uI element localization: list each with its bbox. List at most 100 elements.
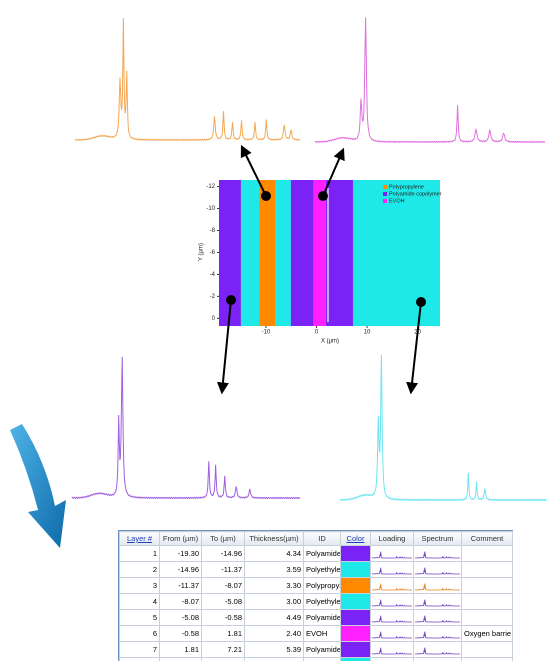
cell: Polyamide: [304, 610, 341, 626]
legend-label: EVOH: [389, 198, 405, 204]
table-row[interactable]: 2-14.96-11.373.59Polyethylen: [120, 562, 513, 578]
x-tick-label: 10: [364, 330, 371, 336]
y-tick-label: -2: [210, 294, 216, 300]
cell: 5.39: [245, 642, 304, 658]
table-row[interactable]: 3-11.37-8.073.30Polypropyle: [120, 578, 513, 594]
point: [416, 297, 426, 307]
cell: 4.34: [245, 546, 304, 562]
mini-spectrum: [371, 626, 413, 639]
cell: Polypropyle: [304, 578, 341, 594]
layer-band: [241, 180, 259, 326]
cell: [371, 658, 414, 661]
column-header: Loading: [371, 532, 414, 546]
column-header: Spectrum: [414, 532, 462, 546]
cell: -8.07: [160, 594, 202, 610]
cell: [414, 594, 462, 610]
mini-spectrum-line: [372, 568, 412, 574]
cell: 8: [120, 658, 160, 661]
cell: 24.43: [202, 658, 245, 661]
column-header[interactable]: Layer #: [120, 532, 160, 546]
point: [318, 191, 328, 201]
cell: 3.59: [245, 562, 304, 578]
layer-band: [276, 180, 291, 326]
legend-label: Polyamide copolymer: [389, 191, 442, 197]
spectrum: [75, 18, 300, 140]
mini-spectrum: [414, 546, 461, 559]
cell: [371, 594, 414, 610]
table-row[interactable]: 87.2124.4317.22Polyethylen: [120, 658, 513, 661]
cell: -5.08: [160, 610, 202, 626]
cell: -14.96: [160, 562, 202, 578]
table-row[interactable]: 4-8.07-5.083.00Polyethylen: [120, 594, 513, 610]
legend-swatch: [383, 199, 387, 203]
x-axis-label: X (µm): [321, 339, 339, 345]
color-swatch: [341, 626, 371, 642]
cell: EVOH: [304, 626, 341, 642]
point: [226, 295, 236, 305]
cell: 2: [120, 562, 160, 578]
mini-spectrum-line: [415, 648, 460, 654]
cell: 3.00: [245, 594, 304, 610]
mini-spectrum: [371, 562, 413, 575]
cell: [371, 610, 414, 626]
column-header: From (µm): [160, 532, 202, 546]
cell: -0.58: [202, 610, 245, 626]
cell: 3: [120, 578, 160, 594]
x-tick-label: -10: [262, 330, 271, 336]
cell: -8.07: [202, 578, 245, 594]
legend-label: Polypropylene: [389, 184, 424, 190]
spectrum: [72, 357, 300, 499]
cell: 1.81: [160, 642, 202, 658]
cell: [371, 578, 414, 594]
mini-spectrum-line: [415, 616, 460, 622]
column-header: Comment: [462, 532, 513, 546]
mini-spectrum-line: [415, 552, 460, 558]
cell: [462, 546, 513, 562]
y-tick-label: -10: [206, 206, 215, 212]
color-swatch: [341, 610, 371, 626]
cell: 5: [120, 610, 160, 626]
cell: 2.40: [245, 626, 304, 642]
cell: Oxygen barrie: [462, 626, 513, 642]
cell: Polyethylen: [304, 658, 341, 661]
color-swatch: [341, 562, 371, 578]
flow-arrow: [10, 424, 66, 548]
mini-spectrum-line: [415, 568, 460, 574]
y-tick-label: -8: [210, 228, 216, 234]
cell: [414, 578, 462, 594]
x-tick-label: 0: [315, 330, 319, 336]
column-header: ID: [304, 532, 341, 546]
layer-band: [259, 180, 276, 326]
cell: [371, 642, 414, 658]
cell: Polyamide: [304, 546, 341, 562]
figure: -12-10-8-6-4-20-1001020PolypropylenePoly…: [0, 0, 547, 661]
mini-spectrum-line: [415, 584, 460, 590]
y-tick-label: 0: [212, 316, 216, 322]
mini-spectrum-line: [415, 632, 460, 638]
cell: Polyamide: [304, 642, 341, 658]
column-header[interactable]: Color: [341, 532, 371, 546]
layer-band: [326, 180, 353, 326]
column-header: Thickness(µm): [245, 532, 304, 546]
color-swatch: [341, 594, 371, 610]
cell: [462, 642, 513, 658]
cell: [371, 546, 414, 562]
mini-spectrum: [414, 562, 461, 575]
point: [261, 191, 271, 201]
cell: [462, 594, 513, 610]
mini-spectrum: [371, 642, 413, 655]
cell: 3.30: [245, 578, 304, 594]
y-tick-label: -12: [206, 184, 215, 190]
mini-spectrum: [371, 594, 413, 607]
column-header: To (µm): [202, 532, 245, 546]
cell: 7: [120, 642, 160, 658]
cell: -0.58: [160, 626, 202, 642]
mini-spectrum-line: [372, 648, 412, 654]
cell: 4.49: [245, 610, 304, 626]
color-swatch: [341, 642, 371, 658]
